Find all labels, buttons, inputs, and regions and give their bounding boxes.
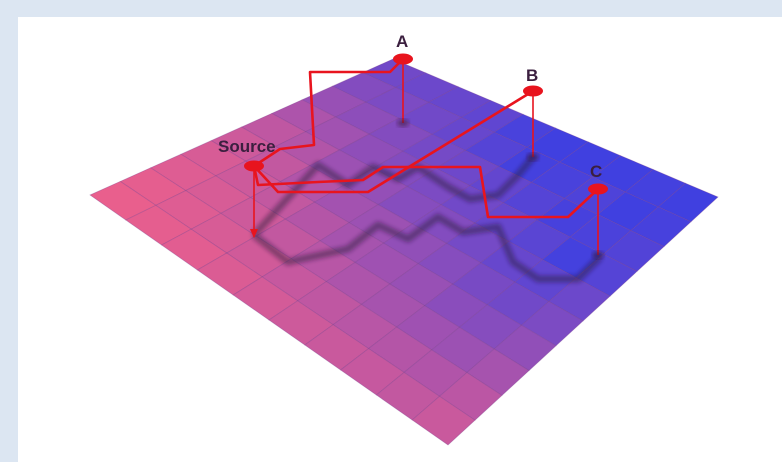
cost-grid [89,58,719,446]
least-cost-paths [252,58,599,219]
ground-points [397,119,604,259]
point-b-label: B [526,66,538,85]
ground-point [527,153,539,161]
drop-arrowhead [250,229,258,238]
source-label: Source [218,137,276,156]
ground-point [592,251,604,259]
point-a-marker [393,53,413,65]
path-to-c [252,165,599,219]
path-to-a [253,58,404,168]
ground-point [397,119,409,127]
point-b-marker [523,85,543,97]
grid-cell [411,395,476,446]
point-c-marker [588,183,608,195]
point-c-label: C [590,162,602,181]
cost-surface-diagram: Source A B C [89,32,719,446]
diagram-canvas: Source A B C [18,17,782,462]
point-markers [244,53,608,195]
point-a-label: A [396,32,408,51]
path-to-b [253,89,534,194]
drop-lines [250,59,599,255]
source-marker [244,160,264,172]
